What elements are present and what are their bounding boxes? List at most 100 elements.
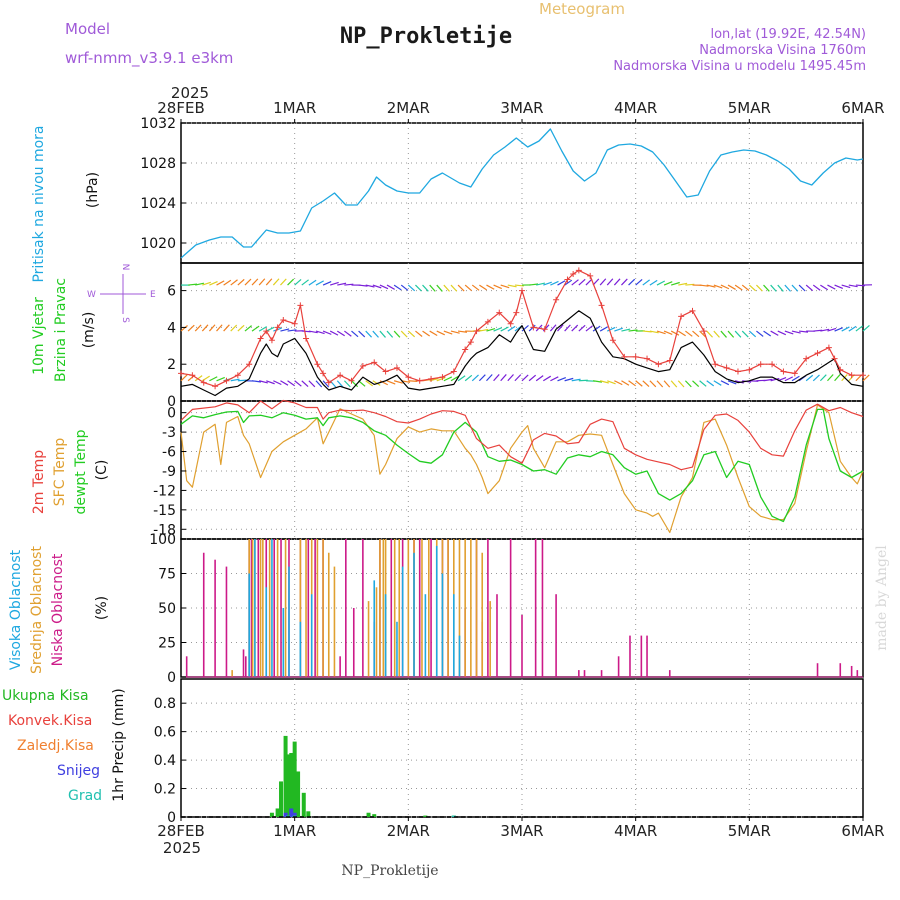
wind-speed-line	[180, 310, 864, 397]
y-tick-label: -6	[162, 445, 176, 461]
wind-gust-marker	[575, 267, 582, 274]
wind-barb	[557, 324, 564, 332]
y-tick-label: 75	[158, 567, 176, 583]
wind-barb	[571, 378, 581, 382]
wind-barb	[208, 324, 216, 332]
wind-gust-marker	[644, 355, 651, 362]
wind-barb	[194, 375, 203, 382]
wind-barb	[784, 376, 794, 382]
wind-barb	[848, 325, 857, 332]
wind-barb	[592, 325, 601, 332]
y-tick-label: 0	[167, 406, 176, 422]
y-tick-label: -15	[153, 503, 176, 519]
wind-barb	[607, 326, 616, 332]
bottom-date-tick-label: 6MAR	[841, 822, 884, 840]
wind-gust-marker	[212, 383, 219, 390]
wind-barb	[287, 380, 296, 387]
wind-gust-marker	[325, 379, 332, 386]
wind-barb	[436, 330, 445, 336]
wind-barb	[464, 374, 473, 382]
precip-bar	[366, 812, 371, 817]
wind-gust-marker	[678, 313, 685, 320]
wind-barb	[777, 284, 784, 292]
wind-barb	[507, 325, 516, 332]
wind-barb	[386, 380, 396, 385]
wind-barb	[592, 380, 603, 383]
wind-barb	[635, 380, 643, 387]
wind-ylabel-2: Brzina i Pravac	[53, 278, 69, 382]
precip-bar	[283, 812, 288, 817]
model-name: wrf-nmm_v3.9.1 e3km	[65, 49, 233, 68]
wind-barb	[529, 283, 539, 286]
wind-gust-marker	[860, 372, 866, 379]
wind-barb	[443, 284, 450, 292]
wind-barb	[805, 374, 814, 382]
wind-barb	[486, 284, 495, 290]
wind-barb	[415, 330, 423, 337]
wind-barb	[471, 284, 480, 291]
wind-barb	[763, 284, 770, 292]
wind-barb	[450, 330, 460, 334]
y-tick-label: 25	[158, 636, 176, 652]
precip-bar	[283, 735, 288, 817]
wind-barb	[628, 329, 638, 332]
wind-barb	[564, 279, 573, 286]
wind-gust-marker	[791, 370, 798, 377]
wind-barb	[621, 380, 630, 386]
wind-gust-marker	[513, 309, 520, 316]
wind-gust-marker	[723, 364, 730, 371]
wind-barb	[457, 375, 466, 382]
wind-barb	[720, 380, 730, 386]
wind-gust-marker	[405, 374, 412, 381]
wind-gust-marker	[570, 271, 577, 278]
wind-barb	[450, 375, 459, 382]
wind-barb	[223, 279, 232, 286]
wind-gust-marker	[234, 372, 241, 379]
wind-barb	[734, 330, 742, 338]
wind-gust-marker	[439, 374, 446, 381]
wind-barb	[422, 330, 431, 337]
wind-barb	[201, 324, 209, 332]
wind-barb	[329, 330, 339, 336]
wind-barb	[727, 330, 735, 338]
wind-barb	[336, 330, 345, 337]
y-tick-label: 50	[158, 601, 176, 617]
credit-watermark: made by Angel	[874, 545, 890, 651]
wind-gust-marker	[530, 324, 537, 331]
wind-barb	[542, 375, 552, 382]
temp-unit: (C)	[94, 460, 110, 481]
wind-barb	[315, 280, 324, 286]
wind-barb	[393, 284, 402, 291]
wind-barb	[820, 284, 829, 291]
precip-ylabel: 1hr Precip (mm)	[111, 688, 127, 801]
wind-barb	[500, 284, 510, 289]
wind-gust-marker	[757, 361, 764, 368]
wind-barb	[862, 374, 870, 382]
wind-gust-marker	[178, 370, 184, 377]
wind-barb	[763, 378, 773, 382]
wind-barb	[798, 330, 809, 333]
wind-gust-marker	[519, 287, 525, 294]
model-elevation-label: Nadmorska Visina u modelu 1495.45m	[613, 59, 866, 74]
wind-gust-marker	[337, 372, 344, 379]
wind-barb	[336, 380, 344, 388]
wind-barb	[663, 380, 671, 388]
y-tick-label: 1032	[140, 116, 176, 132]
wind-barb	[230, 279, 238, 286]
wind-barb	[180, 374, 188, 382]
wind-barb	[848, 284, 858, 288]
tick-layer: 1020 1024 1028 1032 0 2 4 6 0 -3 -6 -9 -12 -15 -18 0 25 5…	[140, 116, 186, 826]
top-date-tick-label: 5MAR	[728, 99, 771, 117]
wind-barb	[400, 330, 408, 338]
wind-barb	[514, 284, 524, 287]
wind-barb	[486, 374, 493, 382]
wind-barb	[337, 282, 347, 286]
wind-barb	[187, 324, 195, 332]
wind-barb	[699, 380, 707, 387]
sfc-temp-line	[180, 404, 864, 534]
wind-barb	[202, 281, 211, 286]
cloud-ylabel-3: Niska Oblacnost	[50, 553, 66, 666]
wind-barb	[365, 284, 375, 288]
top-date-tick-label: 28FEB	[157, 99, 204, 117]
wind-gust-marker	[428, 375, 435, 382]
